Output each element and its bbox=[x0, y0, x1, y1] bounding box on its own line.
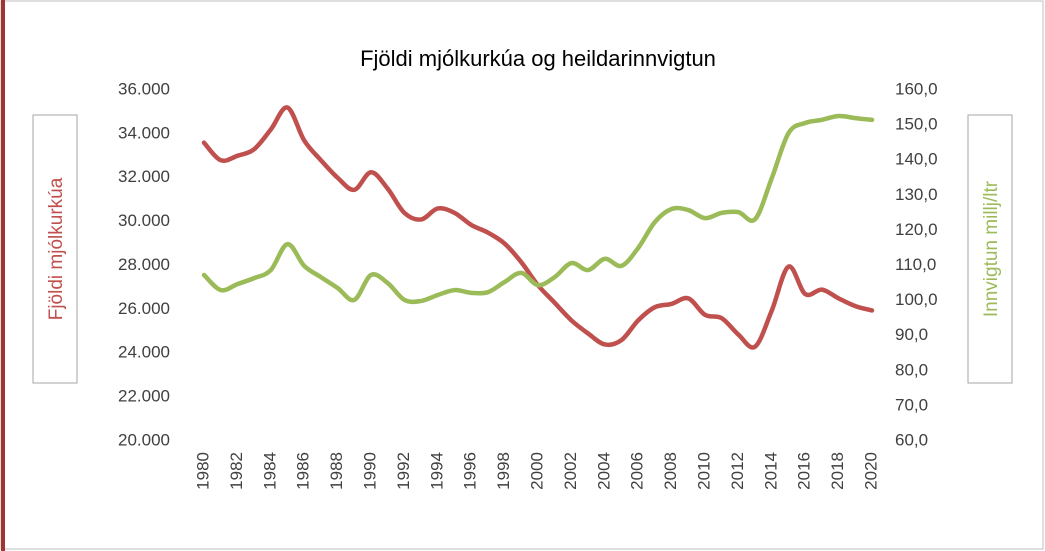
y-tick-label: 20.000 bbox=[118, 430, 170, 449]
y-tick-label: 30.000 bbox=[118, 211, 170, 230]
x-tick-label: 2010 bbox=[694, 452, 713, 490]
y2-axis-title: Innvigtun millj/ltr bbox=[981, 180, 1002, 317]
y-tick-label: 32.000 bbox=[118, 167, 170, 186]
x-tick-label: 2020 bbox=[861, 452, 880, 490]
x-tick-label: 2018 bbox=[828, 452, 847, 490]
x-tick-label: 1994 bbox=[427, 452, 446, 490]
y-tick-label: 26.000 bbox=[118, 299, 170, 318]
x-tick-label: 2002 bbox=[561, 452, 580, 490]
y2-tick-label: 70,0 bbox=[895, 395, 928, 414]
y2-tick-label: 130,0 bbox=[895, 185, 938, 204]
y-tick-label: 34.000 bbox=[118, 123, 170, 142]
y2-tick-label: 90,0 bbox=[895, 325, 928, 344]
x-tick-label: 2016 bbox=[795, 452, 814, 490]
y2-tick-label: 80,0 bbox=[895, 360, 928, 379]
x-tick-label: 2008 bbox=[661, 452, 680, 490]
y2-tick-label: 100,0 bbox=[895, 290, 938, 309]
y2-tick-label: 140,0 bbox=[895, 150, 938, 169]
y2-tick-label: 160,0 bbox=[895, 79, 938, 98]
series-line bbox=[201, 113, 875, 305]
y-tick-label: 28.000 bbox=[118, 255, 170, 274]
y2-tick-label: 60,0 bbox=[895, 430, 928, 449]
x-tick-label: 2006 bbox=[628, 452, 647, 490]
x-tick-label: 1980 bbox=[193, 452, 212, 490]
y-tick-label: 36.000 bbox=[118, 79, 170, 98]
y2-tick-label: 150,0 bbox=[895, 115, 938, 134]
y2-label-box bbox=[967, 114, 1013, 384]
chart-title: Fjöldi mjólkurkúa og heildarinnvigtun bbox=[360, 46, 716, 71]
x-tick-label: 2004 bbox=[594, 452, 613, 490]
x-tick-label: 1982 bbox=[227, 452, 246, 490]
x-tick-label: 2014 bbox=[761, 452, 780, 490]
y2-tick-label: 120,0 bbox=[895, 220, 938, 239]
y-tick-label: 24.000 bbox=[118, 343, 170, 362]
y-label-box bbox=[32, 114, 78, 384]
x-tick-label: 2000 bbox=[527, 452, 546, 490]
x-tick-label: 1986 bbox=[294, 452, 313, 490]
x-tick-label: 1990 bbox=[360, 452, 379, 490]
y-tick-label: 22.000 bbox=[118, 387, 170, 406]
x-tick-label: 1996 bbox=[461, 452, 480, 490]
x-tick-label: 1984 bbox=[260, 452, 279, 490]
x-tick-label: 1992 bbox=[394, 452, 413, 490]
x-tick-label: 1988 bbox=[327, 452, 346, 490]
x-tick-label: 1998 bbox=[494, 452, 513, 490]
y2-tick-label: 110,0 bbox=[895, 255, 936, 274]
y-axis-title: Fjöldi mjólkurkúa bbox=[46, 177, 67, 320]
x-tick-label: 2012 bbox=[728, 452, 747, 490]
